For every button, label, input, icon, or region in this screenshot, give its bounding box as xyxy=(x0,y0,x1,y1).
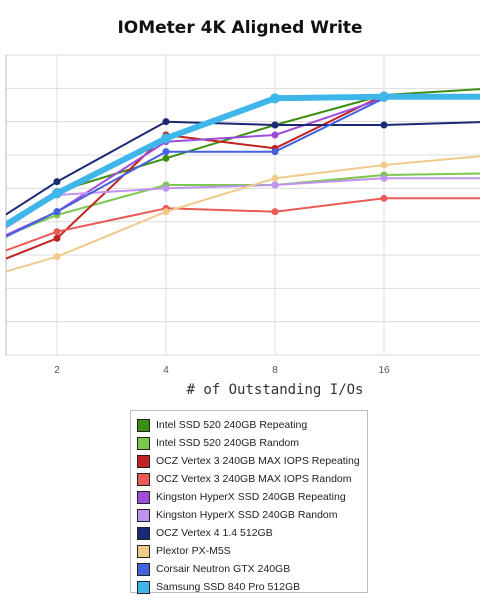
data-point xyxy=(162,148,170,156)
legend-swatch xyxy=(137,454,150,468)
legend-swatch xyxy=(137,508,150,522)
legend-label: Kingston HyperX SSD 240GB Random xyxy=(156,509,338,521)
x-tick-label: 16 xyxy=(378,365,390,376)
legend-item: Kingston HyperX SSD 240GB Repeating xyxy=(137,488,346,506)
legend-label: Corsair Neutron GTX 240GB xyxy=(156,563,291,575)
data-point xyxy=(271,181,279,189)
x-axis-label: # of Outstanding I/Os xyxy=(186,382,364,398)
data-point xyxy=(271,131,279,139)
data-point xyxy=(52,188,62,199)
chart-title: IOMeter 4K Aligned Write xyxy=(117,18,363,38)
legend-swatch xyxy=(137,580,150,594)
data-point xyxy=(53,208,61,216)
data-point xyxy=(53,228,61,236)
data-point xyxy=(162,118,170,126)
legend-swatch xyxy=(137,472,150,486)
data-point xyxy=(379,91,389,102)
series-line xyxy=(6,155,480,273)
legend-swatch xyxy=(137,544,150,558)
legend-item: OCZ Vertex 3 240GB MAX IOPS Repeating xyxy=(137,452,360,470)
data-point xyxy=(380,194,388,202)
legend-swatch xyxy=(137,526,150,540)
legend-label: OCZ Vertex 3 240GB MAX IOPS Random xyxy=(156,473,352,485)
series-line xyxy=(6,172,480,237)
data-point xyxy=(271,148,279,156)
legend-item: Kingston HyperX SSD 240GB Random xyxy=(137,506,338,524)
x-tick-label: 4 xyxy=(163,365,169,376)
x-tick-label: 2 xyxy=(54,365,60,376)
data-point xyxy=(271,174,279,182)
legend-label: Plextor PX-M5S xyxy=(156,545,231,557)
legend-item: Plextor PX-M5S xyxy=(137,542,231,560)
legend-item: OCZ Vertex 4 1.4 512GB xyxy=(137,524,273,542)
legend-swatch xyxy=(137,562,150,576)
legend-swatch xyxy=(137,436,150,450)
data-point xyxy=(53,253,61,261)
series-line xyxy=(6,93,480,229)
x-tick-label: 8 xyxy=(272,365,278,376)
data-point xyxy=(162,208,170,216)
data-point xyxy=(161,133,171,144)
legend-label: OCZ Vertex 4 1.4 512GB xyxy=(156,527,273,539)
legend-item: OCZ Vertex 3 240GB MAX IOPS Random xyxy=(137,470,352,488)
legend-label: Samsung SSD 840 Pro 512GB xyxy=(156,581,301,593)
plot-area: 2 4 8 16 xyxy=(5,54,480,376)
data-point xyxy=(53,234,61,242)
series-group xyxy=(6,88,480,273)
data-point xyxy=(162,184,170,192)
legend: Intel SSD 520 240GB Repeating Intel SSD 5… xyxy=(130,410,368,596)
legend-item: Intel SSD 520 240GB Repeating xyxy=(137,416,307,434)
data-point xyxy=(380,174,388,182)
data-point xyxy=(162,154,170,162)
legend-swatch xyxy=(137,490,150,504)
data-point xyxy=(271,208,279,216)
legend-item: Samsung SSD 840 Pro 512GB xyxy=(137,578,300,596)
legend-label: Kingston HyperX SSD 240GB Repeating xyxy=(156,491,346,503)
legend-swatch xyxy=(137,418,150,432)
series-line xyxy=(6,120,480,216)
legend-label: Intel SSD 520 240GB Random xyxy=(156,437,300,449)
data-point xyxy=(380,161,388,169)
legend-label: OCZ Vertex 3 240GB MAX IOPS Repeating xyxy=(156,455,360,467)
series-line xyxy=(6,197,480,252)
data-point xyxy=(271,121,279,129)
data-point xyxy=(53,178,61,186)
data-point xyxy=(380,121,388,129)
legend-label: Intel SSD 520 240GB Repeating xyxy=(156,419,308,431)
legend-item: Corsair Neutron GTX 240GB xyxy=(137,560,290,578)
data-point xyxy=(270,93,280,104)
legend-item: Intel SSD 520 240GB Random xyxy=(137,434,299,452)
